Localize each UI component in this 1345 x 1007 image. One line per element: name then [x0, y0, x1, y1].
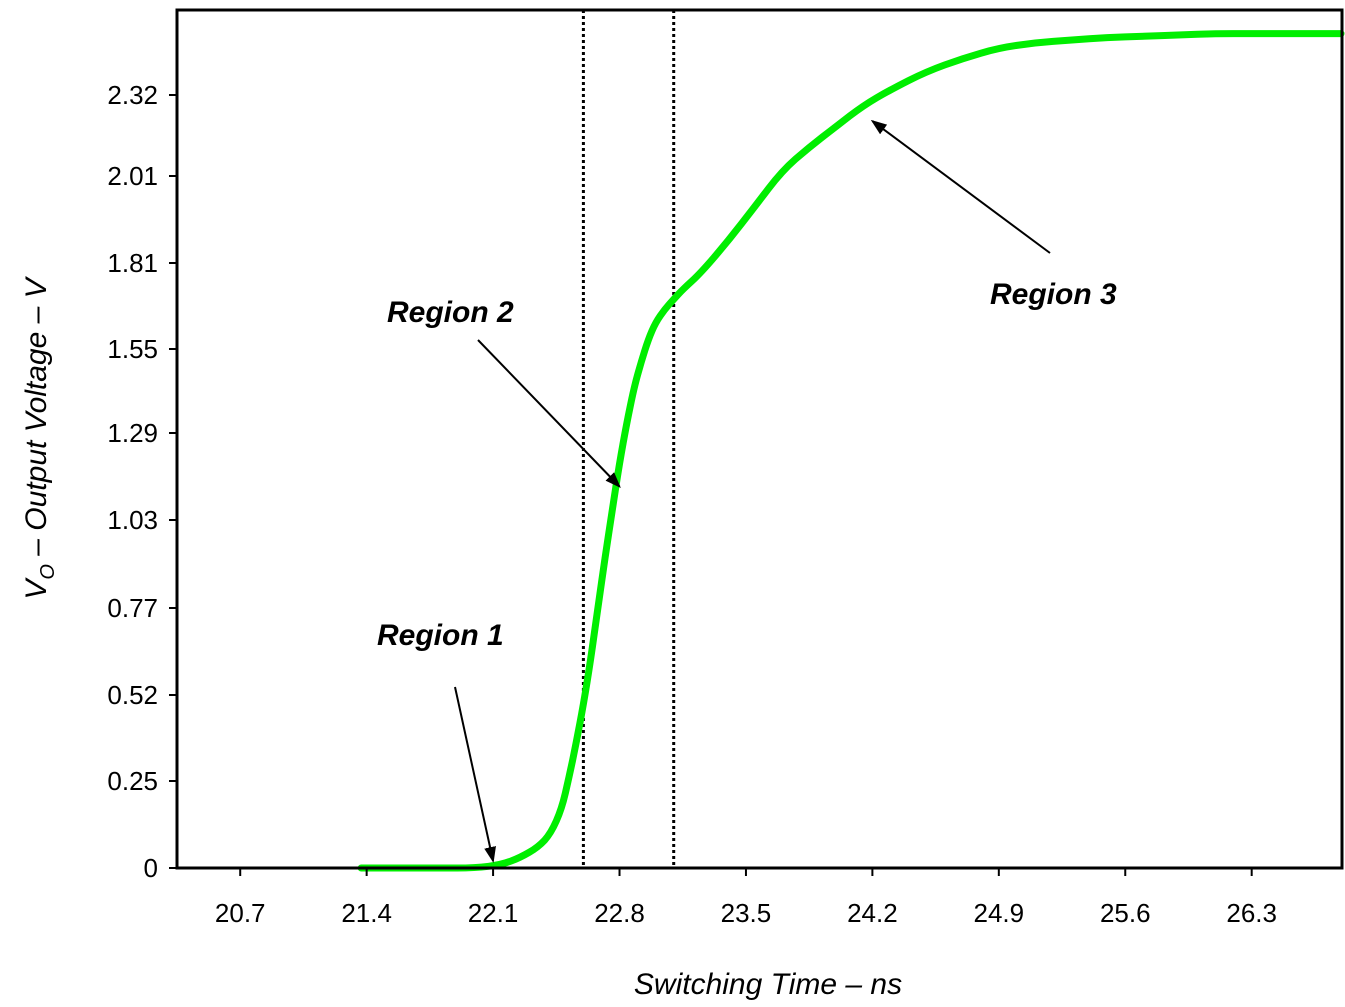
y-tick-label: 2.01 — [107, 161, 158, 191]
x-tick-label: 20.7 — [215, 898, 266, 928]
annotations-group: Region 1 Region 2 Region 3 — [377, 119, 1117, 863]
region-3-arrow — [870, 119, 1051, 254]
x-tick-label: 24.9 — [974, 898, 1025, 928]
region-2-label: Region 2 — [387, 296, 514, 329]
x-tick-label: 24.2 — [847, 898, 898, 928]
region-1-label: Region 1 — [377, 619, 504, 652]
x-axis-ticks: 20.7 21.4 22.1 22.8 23.5 24.2 24.9 25.6 26.3 — [215, 868, 1277, 928]
x-tick-label: 25.6 — [1100, 898, 1151, 928]
y-tick-label: 1.03 — [107, 505, 158, 535]
y-axis-title-subscript: O — [37, 564, 59, 580]
y-tick-label: 0.77 — [107, 593, 158, 623]
x-tick-label: 23.5 — [721, 898, 772, 928]
y-tick-label: 0 — [144, 853, 158, 883]
y-tick-label: 1.81 — [107, 248, 158, 278]
x-tick-label: 22.8 — [594, 898, 645, 928]
y-axis-ticks: 0 0.25 0.52 0.77 1.03 1.29 1.55 1.81 2.01 2.32 — [107, 80, 177, 883]
region-3-label: Region 3 — [990, 278, 1117, 311]
region-boundaries — [581, 10, 676, 868]
x-axis-title: Switching Time – ns — [634, 968, 902, 1001]
region-2-arrow — [477, 339, 621, 488]
x-tick-label: 21.4 — [341, 898, 392, 928]
y-axis-title: VO – Output Voltage – V — [20, 275, 59, 599]
output-voltage-curve — [357, 30, 1345, 872]
x-tick-label: 26.3 — [1226, 898, 1277, 928]
y-tick-label: 0.25 — [107, 766, 158, 796]
y-tick-label: 1.55 — [107, 334, 158, 364]
y-tick-label: 2.32 — [107, 80, 158, 110]
y-tick-label: 1.29 — [107, 418, 158, 448]
plot-frame — [175, 8, 1344, 870]
y-axis-title-v: V — [20, 577, 53, 600]
series-group — [357, 30, 1345, 872]
y-tick-label: 0.52 — [107, 680, 158, 710]
x-tick-label: 22.1 — [468, 898, 519, 928]
region-1-arrow — [454, 686, 496, 863]
y-axis-title-rest: – Output Voltage – V — [20, 275, 53, 564]
